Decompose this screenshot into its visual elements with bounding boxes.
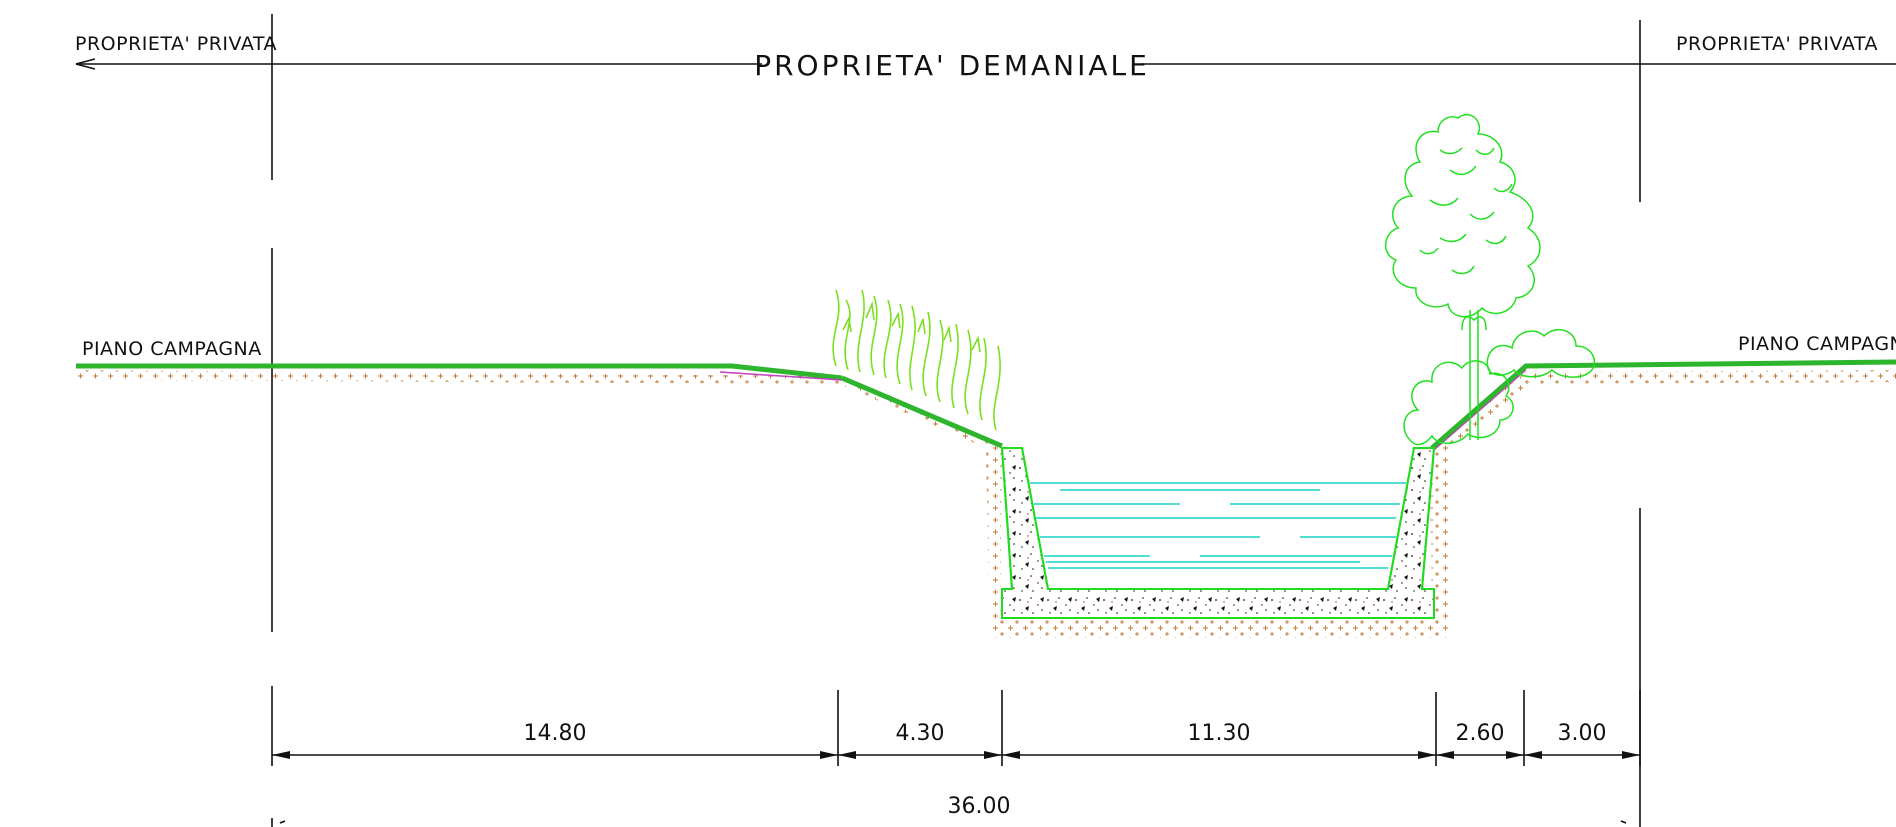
private-property-left-label: PROPRIETA' PRIVATA xyxy=(75,33,277,55)
ground-level-left-label: PIANO CAMPAGNA xyxy=(82,338,262,360)
water xyxy=(1030,482,1406,569)
bank-grass-left xyxy=(841,375,1003,449)
arrow-left-icon xyxy=(75,58,96,70)
ground-surface xyxy=(76,359,1896,451)
reeds-icon xyxy=(832,289,1001,431)
shrub-icon xyxy=(1403,328,1596,446)
bank-grass-right xyxy=(1430,359,1896,450)
dimension-chain: 14.80 4.30 11.30 2.60 3.00 36.00 xyxy=(271,686,1641,827)
dimension-label-2: 4.30 xyxy=(896,721,945,746)
dimension-label-4: 2.60 xyxy=(1456,721,1505,746)
soil-hatch-left xyxy=(76,370,1002,638)
dimension-label-3: 11.30 xyxy=(1188,721,1251,746)
dimension-label-1: 14.80 xyxy=(524,721,587,746)
property-band: PROPRIETA' PRIVATA PROPRIETA' PRIVATA PR… xyxy=(75,14,1896,827)
state-property-label: PROPRIETA' DEMANIALE xyxy=(754,49,1150,82)
private-property-right-label: PROPRIETA' PRIVATA xyxy=(1676,33,1878,55)
ground-level-right-label: PIANO CAMPAGNA xyxy=(1738,333,1896,355)
tree-icon xyxy=(1385,113,1541,440)
slope-line-left xyxy=(719,371,843,381)
dimension-label-5: 3.00 xyxy=(1558,721,1607,746)
total-dimension-label: 36.00 xyxy=(948,794,1011,819)
soil-hatch-right xyxy=(1430,370,1896,636)
concrete-channel xyxy=(1000,447,1436,619)
channel-concrete-section xyxy=(1000,447,1436,619)
